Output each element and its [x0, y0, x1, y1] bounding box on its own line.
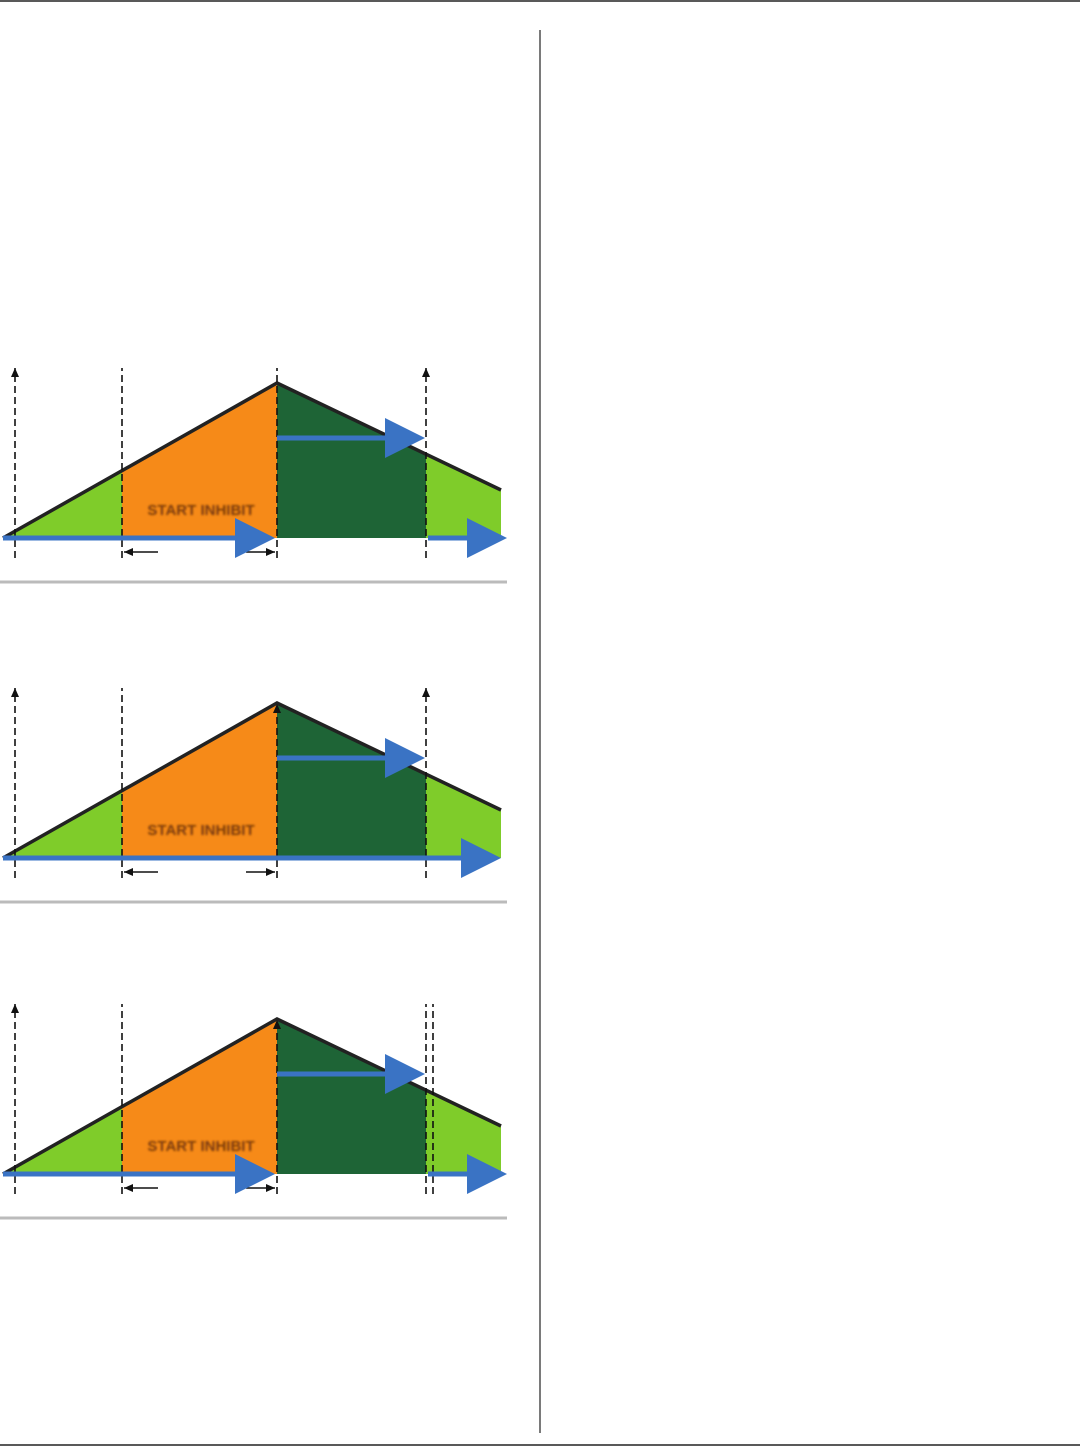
zone-light-green	[426, 1090, 501, 1174]
zone-label: START INHIBIT	[147, 1138, 254, 1155]
timing-diagram: START INHIBIT	[0, 688, 507, 904]
zone-label: START INHIBIT	[147, 822, 254, 839]
zone-dark-green	[277, 703, 426, 858]
timing-diagram: START INHIBIT	[0, 368, 507, 584]
zone-orange	[122, 1019, 277, 1174]
zone-orange	[122, 703, 277, 858]
zone-orange	[122, 383, 277, 538]
zone-light-green	[426, 774, 501, 858]
zone-dark-green	[277, 383, 426, 538]
timing-diagram: START INHIBIT	[0, 1004, 507, 1220]
diagrams: START INHIBIT START INHIBIT START INHIBIT	[0, 368, 507, 1220]
zone-label: START INHIBIT	[147, 502, 254, 519]
zone-light-green	[426, 454, 501, 538]
zone-dark-green	[277, 1019, 426, 1174]
